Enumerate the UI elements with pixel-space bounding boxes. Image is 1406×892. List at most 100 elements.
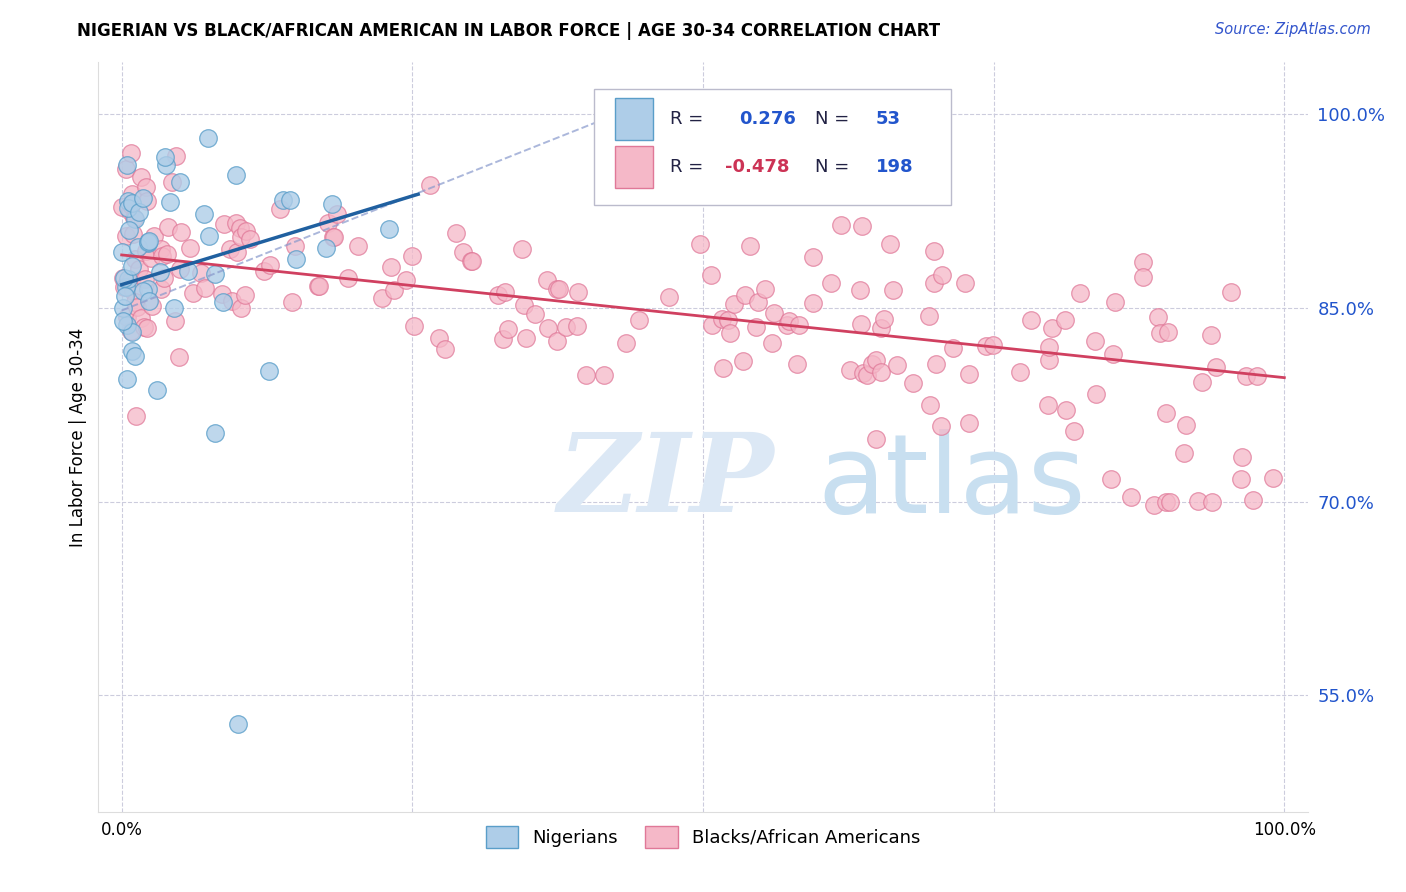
Point (879, 236, 901, 251)
Point (496, 322, 519, 336)
Point (115, 310, 138, 325)
Text: ZIP: ZIP (558, 428, 775, 536)
Point (128, 205, 150, 219)
Point (820, 276, 842, 290)
Point (150, 282, 173, 296)
Point (231, 301, 253, 316)
Point (1154, 495, 1177, 509)
Point (115, 318, 138, 333)
Point (257, 364, 280, 378)
Point (152, 249, 174, 263)
Point (942, 341, 965, 355)
Point (419, 178, 441, 192)
Point (253, 264, 276, 278)
Point (395, 273, 418, 287)
Point (554, 319, 576, 334)
Point (167, 350, 190, 364)
Point (882, 283, 904, 297)
Point (744, 320, 766, 334)
Point (169, 175, 191, 189)
Point (512, 297, 534, 311)
Point (149, 242, 172, 256)
Point (132, 284, 155, 298)
Point (124, 211, 146, 226)
Point (134, 272, 156, 286)
Point (269, 202, 291, 216)
Point (434, 342, 457, 356)
Point (112, 301, 135, 315)
Point (378, 222, 401, 236)
Point (1146, 310, 1168, 324)
Point (1038, 340, 1060, 354)
Point (212, 217, 235, 231)
Point (460, 254, 482, 268)
Point (326, 206, 349, 220)
Point (494, 285, 516, 299)
Point (219, 242, 242, 256)
Point (575, 368, 598, 382)
Legend: Nigerians, Blacks/African Americans: Nigerians, Blacks/African Americans (478, 819, 928, 855)
Point (1230, 472, 1253, 486)
Point (323, 230, 346, 244)
Point (229, 229, 252, 244)
Point (567, 285, 589, 299)
Point (226, 245, 249, 260)
Point (204, 267, 226, 281)
Point (851, 366, 873, 380)
Point (1232, 450, 1254, 464)
Point (1199, 327, 1222, 342)
Point (120, 145, 142, 160)
Point (155, 158, 177, 172)
Point (924, 244, 946, 258)
Point (856, 368, 879, 382)
Point (1099, 473, 1122, 487)
Point (121, 186, 143, 201)
Point (124, 350, 146, 364)
Point (135, 244, 157, 258)
Point (197, 130, 219, 145)
Point (1220, 285, 1243, 299)
Point (974, 339, 997, 353)
Point (787, 318, 810, 333)
Point (734, 288, 756, 302)
Point (111, 245, 134, 260)
Point (546, 282, 568, 296)
Point (115, 158, 138, 172)
Point (700, 318, 723, 332)
Point (849, 317, 872, 331)
Point (886, 358, 908, 372)
Point (515, 331, 537, 345)
Point (112, 280, 135, 294)
Point (347, 239, 370, 253)
Text: R =: R = (671, 158, 703, 176)
Point (235, 224, 257, 238)
Point (128, 262, 150, 277)
Point (271, 193, 294, 207)
Point (451, 245, 474, 260)
Text: N =: N = (815, 110, 849, 128)
Point (873, 311, 896, 326)
Point (233, 288, 256, 302)
Point (120, 203, 142, 218)
Point (135, 321, 157, 335)
Point (689, 236, 711, 251)
Point (146, 383, 169, 397)
Point (1102, 347, 1125, 361)
Point (548, 282, 571, 296)
Point (138, 235, 160, 250)
Point (124, 252, 146, 267)
Point (129, 311, 152, 326)
Point (179, 241, 201, 255)
Point (839, 362, 862, 376)
Point (198, 229, 221, 244)
Point (918, 398, 941, 412)
Point (318, 216, 340, 230)
Point (153, 271, 176, 285)
Point (193, 206, 215, 220)
Point (308, 279, 330, 293)
Point (149, 265, 172, 279)
Point (157, 220, 180, 235)
Point (111, 201, 134, 215)
Point (370, 291, 392, 305)
Point (1019, 313, 1042, 327)
